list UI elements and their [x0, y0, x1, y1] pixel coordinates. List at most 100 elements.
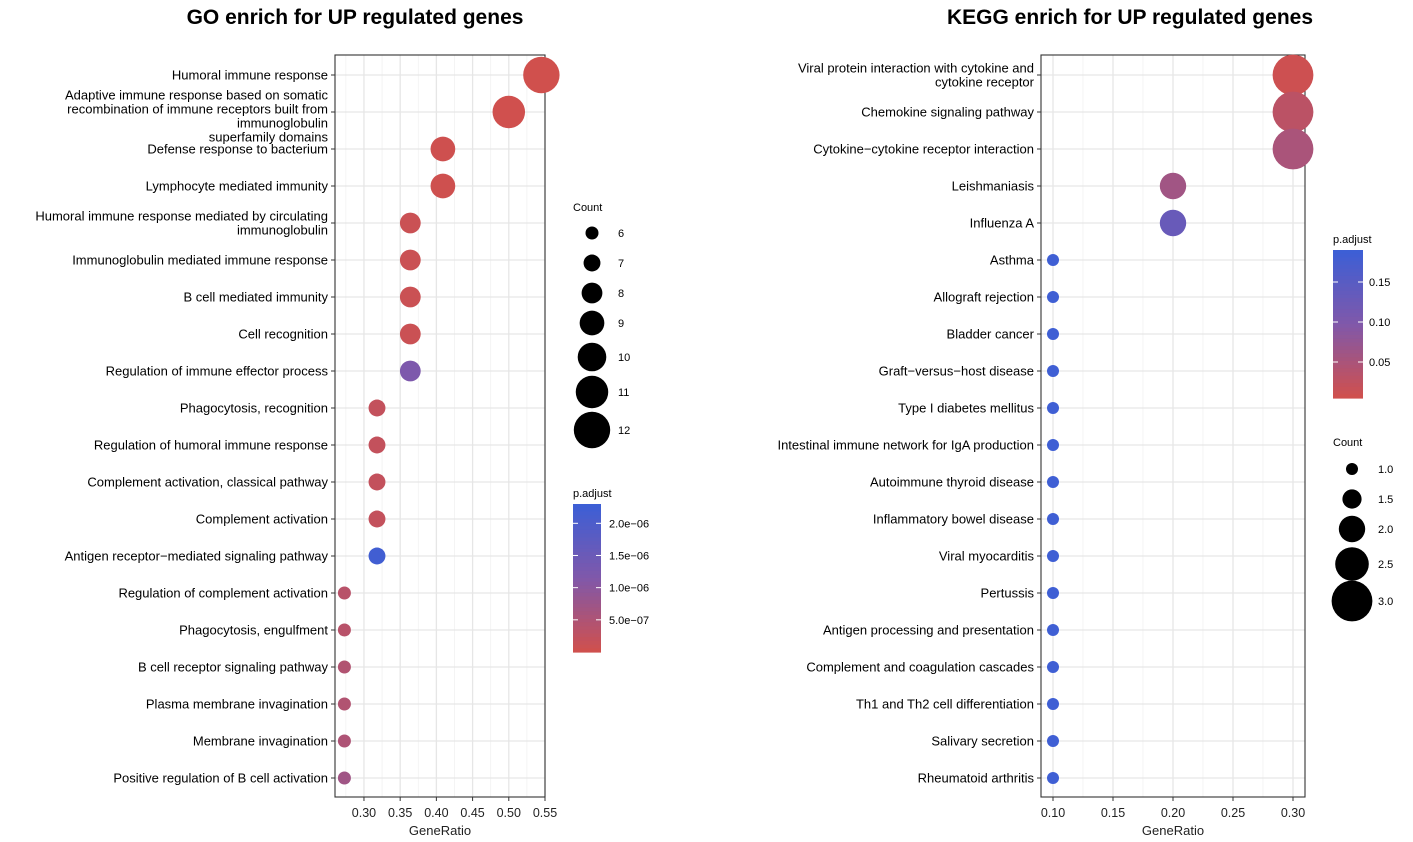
go-category-label: Complement activation, classical pathway: [87, 475, 328, 490]
go-legend-color-title: p.adjust: [573, 488, 612, 500]
kegg-data-point: [1047, 439, 1059, 451]
kegg-legend-color-bar: [1333, 279, 1363, 284]
go-legend-color-bar: [573, 592, 601, 598]
kegg-data-point: [1047, 476, 1059, 488]
kegg-legend-color-label: 0.15: [1369, 277, 1390, 289]
kegg-category-label: Allograft rejection: [934, 290, 1034, 305]
go-legend-color-bar: [573, 504, 601, 509]
go-data-point: [337, 734, 351, 748]
kegg-legend-color-bar: [1333, 390, 1363, 395]
go-data-point: [368, 436, 386, 454]
kegg-legend-color-bar: [1333, 287, 1363, 292]
kegg-category-label: Complement and coagulation cascades: [806, 660, 1034, 675]
go-legend-color-bar: [573, 544, 601, 549]
kegg-x-tick-label: 0.15: [1101, 806, 1125, 820]
go-legend-color-bar: [573, 581, 601, 586]
kegg-legend-color-bar: [1333, 346, 1363, 351]
kegg-legend-color-bar: [1333, 261, 1363, 266]
go-legend-count-dot: [585, 226, 599, 240]
kegg-legend-count-dot: [1346, 463, 1358, 475]
kegg-data-point: [1047, 328, 1059, 340]
go-legend-count-label: 10: [618, 352, 630, 364]
kegg-category-label: Antigen processing and presentation: [823, 623, 1034, 638]
go-legend-color-bar: [573, 511, 601, 516]
kegg-legend-count-title: Count: [1333, 437, 1362, 449]
kegg-legend-color-bar: [1333, 353, 1363, 358]
go-legend-color-bar: [573, 555, 601, 561]
kegg-legend-color-bar: [1333, 368, 1363, 373]
kegg-data-point: [1047, 698, 1059, 710]
kegg-legend-color-bar: [1333, 275, 1363, 281]
go-x-tick-label: 0.45: [460, 806, 484, 820]
go-category-label: Humoral immune response mediated by circ…: [35, 209, 328, 238]
kegg-legend-color-bar: [1333, 253, 1363, 258]
kegg-data-point: [1159, 209, 1187, 237]
kegg-legend-count-dot: [1331, 580, 1373, 622]
go-data-point: [399, 286, 421, 308]
go-legend-color-bar: [573, 552, 601, 557]
go-legend-color-bar: [573, 622, 601, 627]
kegg-legend-color-bar: [1333, 268, 1363, 273]
go-legend-color-bar: [573, 640, 601, 646]
go-category-label: Antigen receptor−mediated signaling path…: [65, 549, 329, 564]
kegg-data-point: [1272, 54, 1314, 96]
kegg-legend-color-bar: [1333, 324, 1363, 329]
kegg-legend-color-bar: [1333, 320, 1363, 325]
go-category-label: Humoral immune response: [172, 68, 328, 83]
go-data-point: [337, 771, 351, 785]
kegg-legend-color-bar: [1333, 316, 1363, 321]
kegg-data-point: [1047, 735, 1059, 747]
go-category-label: Complement activation: [196, 512, 328, 527]
kegg-legend-count-label: 3.0: [1378, 596, 1393, 608]
kegg-legend-count-label: 1.5: [1378, 494, 1393, 506]
go-data-point: [337, 623, 351, 637]
go-legend-color-bar: [573, 637, 601, 642]
go-category-label: Cell recognition: [238, 327, 328, 342]
kegg-data-point: [1047, 365, 1059, 377]
go-category-label: Regulation of humoral immune response: [94, 438, 328, 453]
go-legend-color-label: 2.0e−06: [609, 518, 649, 530]
kegg-category-label: Inflammatory bowel disease: [873, 512, 1034, 527]
go-legend-color-bar: [573, 566, 601, 572]
go-legend-color-bar: [573, 644, 601, 649]
go-legend-count-label: 8: [618, 288, 624, 300]
kegg-category-label: Influenza A: [970, 216, 1035, 231]
go-data-point: [430, 136, 456, 162]
kegg-data-point: [1047, 513, 1059, 525]
kegg-category-label: Graft−versus−host disease: [879, 364, 1034, 379]
kegg-category-label: Pertussis: [981, 586, 1035, 601]
kegg-category-label: Leishmaniasis: [952, 179, 1035, 194]
go-x-tick-label: 0.35: [388, 806, 412, 820]
kegg-legend-color-bar: [1333, 364, 1363, 369]
kegg-legend-color-bar: [1333, 250, 1363, 255]
kegg-legend-color-bar: [1333, 264, 1363, 270]
go-category-label: Regulation of complement activation: [118, 586, 328, 601]
kegg-legend-count-label: 1.0: [1378, 464, 1393, 476]
kegg-data-point: [1047, 661, 1059, 673]
go-legend-color-bar: [573, 548, 601, 553]
kegg-data-point: [1047, 291, 1059, 303]
go-legend-color-bar: [573, 585, 601, 590]
go-legend-color-bar: [573, 615, 601, 620]
kegg-legend-count-label: 2.5: [1378, 559, 1393, 571]
kegg-legend-color-bar: [1333, 272, 1363, 277]
go-x-tick-label: 0.55: [533, 806, 557, 820]
kegg-data-point: [1047, 550, 1059, 562]
kegg-category-label: Cytokine−cytokine receptor interaction: [813, 142, 1034, 157]
go-category-label: Phagocytosis, recognition: [180, 401, 328, 416]
go-legend-color-bar: [573, 578, 601, 583]
go-category-label: B cell receptor signaling pathway: [138, 660, 329, 675]
go-data-point: [523, 56, 560, 94]
go-legend-color-label: 1.5e−06: [609, 550, 649, 562]
go-legend-color-bar: [573, 603, 601, 609]
go-data-point: [492, 95, 526, 129]
go-legend-color-bar: [573, 570, 601, 575]
go-category-label: Defense response to bacterium: [147, 142, 328, 157]
kegg-category-label: Intestinal immune network for IgA produc…: [777, 438, 1034, 453]
kegg-legend-color-bar: [1333, 309, 1363, 314]
kegg-x-axis-label: GeneRatio: [1142, 823, 1204, 838]
kegg-legend-color-bar: [1333, 301, 1363, 307]
kegg-legend-color-bar: [1333, 361, 1363, 366]
go-data-point: [368, 473, 386, 491]
